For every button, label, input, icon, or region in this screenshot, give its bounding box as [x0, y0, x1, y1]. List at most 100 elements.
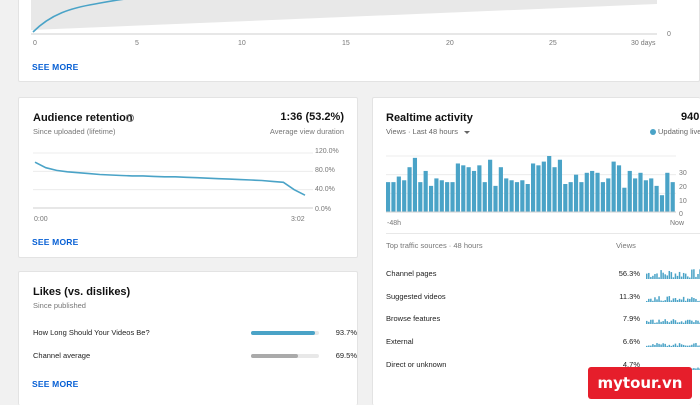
likes-see-more-link[interactable]: SEE MORE [32, 379, 79, 389]
retention-chart [33, 152, 313, 209]
source-sparkline [646, 319, 700, 325]
retention-value: 1:36 (53.2%) [280, 111, 344, 123]
realtime-bar [670, 182, 675, 212]
realtime-bar [557, 159, 563, 212]
realtime-bar [547, 156, 552, 212]
realtime-bar [509, 180, 514, 212]
realtime-bar [531, 163, 536, 212]
source-label: Direct or unknown [386, 359, 447, 369]
realtime-bar [659, 195, 665, 212]
realtime-bar [654, 185, 659, 212]
realtime-bar [552, 167, 557, 212]
sources-views-header: Views [616, 241, 636, 250]
realtime-bar [396, 176, 401, 212]
views-see-more-link[interactable]: SEE MORE [32, 62, 79, 72]
realtime-bar [579, 182, 584, 212]
retention-line [34, 161, 306, 196]
live-indicator: Updating live [650, 127, 700, 136]
realtime-bar [504, 178, 509, 212]
views-y-label: 0 [667, 31, 671, 38]
realtime-bar [595, 172, 600, 212]
likes-bar-fill [251, 331, 315, 335]
likes-subtitle: Since published [33, 301, 86, 310]
realtime-bar [622, 187, 627, 212]
realtime-divider [386, 233, 700, 234]
realtime-bar [498, 167, 503, 212]
realtime-y-tick: 30 [679, 170, 687, 177]
realtime-bar [434, 178, 439, 212]
source-row[interactable]: Suggested videos 11.3% [386, 290, 700, 304]
realtime-x-end: Now [670, 220, 685, 227]
realtime-bar [584, 172, 589, 212]
realtime-bar [418, 182, 423, 212]
source-label: Suggested videos [386, 291, 446, 301]
views-x-tick: 15 [342, 40, 350, 47]
realtime-bar [536, 165, 541, 212]
source-sparkline [646, 343, 700, 348]
realtime-bar [466, 167, 471, 212]
realtime-bar [611, 161, 616, 212]
source-row[interactable]: Browse features 7.9% [386, 312, 700, 326]
live-label: Updating live [658, 127, 700, 136]
source-label: External [386, 337, 414, 347]
likes-row-label: How Long Should Your Videos Be? [33, 328, 150, 337]
likes-row-pct: 69.5% [335, 351, 357, 360]
realtime-bar [514, 182, 520, 212]
source-pct: 56.3% [618, 269, 640, 278]
sources-title: Top traffic sources · 48 hours [386, 241, 483, 250]
realtime-bar [665, 172, 670, 212]
source-row[interactable]: Channel pages 56.3% [386, 267, 700, 281]
source-label: Channel pages [386, 269, 437, 278]
views-chart [31, 0, 657, 35]
source-pct: 11.3% [619, 291, 640, 301]
realtime-bar [638, 172, 643, 212]
views-x-tick: 0 [33, 40, 37, 47]
source-pct: 7.9% [622, 314, 640, 324]
retention-title: Audience retention [33, 112, 133, 124]
retention-y-tick: 0.0% [315, 206, 331, 213]
realtime-bar [482, 182, 487, 212]
likes-card: Likes (vs. dislikes) Since published How… [18, 271, 358, 405]
retention-card: Audience retention Since uploaded (lifet… [18, 97, 358, 258]
realtime-bar [600, 182, 605, 212]
realtime-bar [402, 180, 407, 212]
realtime-bar [461, 165, 466, 212]
realtime-y-tick: 10 [679, 198, 687, 205]
realtime-title: Realtime activity [386, 112, 473, 124]
realtime-filter-dropdown[interactable]: Views · Last 48 hours [386, 127, 471, 136]
realtime-bar [590, 170, 595, 212]
realtime-y-tick: 20 [679, 184, 687, 191]
realtime-bar [633, 178, 638, 212]
realtime-bar [573, 174, 579, 212]
realtime-bar [488, 159, 493, 212]
views-x-tick: 5 [135, 40, 139, 47]
realtime-bar [439, 180, 444, 212]
views-x-tick: 20 [446, 40, 454, 47]
realtime-bar [412, 157, 418, 212]
realtime-bar [541, 161, 546, 212]
clock-icon[interactable] [126, 114, 134, 122]
mytour-logo: mytour.vn [588, 367, 692, 399]
source-row[interactable]: External 6.6% [386, 335, 700, 349]
source-sparkline [646, 295, 700, 302]
realtime-bar [627, 170, 632, 212]
retention-y-tick: 120.0% [315, 148, 339, 155]
likes-row-video: How Long Should Your Videos Be? 93.7% [33, 326, 357, 340]
likes-bar-fill [251, 354, 299, 358]
views-x-tick: 10 [238, 40, 246, 47]
views-x-tick: 25 [549, 40, 557, 47]
realtime-bar [493, 185, 498, 212]
source-pct: 4.7% [622, 359, 640, 369]
retention-see-more-link[interactable]: SEE MORE [32, 237, 79, 247]
realtime-bar [455, 163, 460, 212]
realtime-bar [520, 180, 525, 212]
realtime-count: 940 [681, 111, 700, 123]
realtime-y-tick: 0 [679, 211, 683, 218]
realtime-x-start: -48h [387, 220, 402, 227]
realtime-bar [568, 182, 573, 212]
retention-value-label: Average view duration [269, 127, 344, 136]
realtime-bar [477, 165, 482, 212]
retention-subtitle: Since uploaded (lifetime) [33, 127, 116, 136]
realtime-bar [391, 182, 396, 212]
realtime-bar [525, 184, 530, 212]
